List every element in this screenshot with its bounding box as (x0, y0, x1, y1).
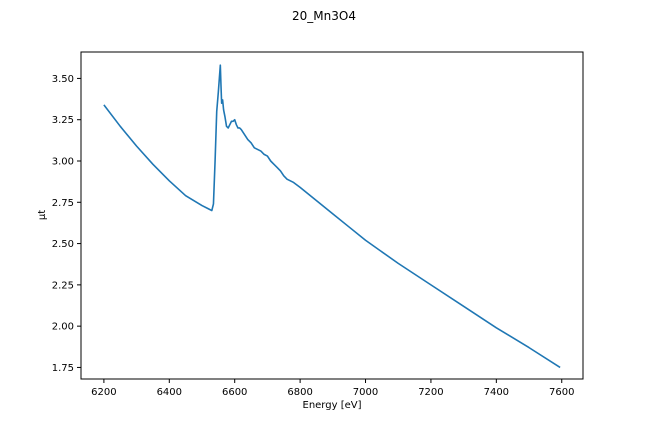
x-tick-label: 7200 (418, 387, 443, 398)
x-axis-label: Energy [eV] (303, 400, 362, 411)
x-tick-label: 6600 (222, 387, 247, 398)
x-tick-label: 7400 (484, 387, 509, 398)
x-tick-label: 7600 (549, 387, 574, 398)
y-tick-label: 2.75 (52, 198, 74, 209)
x-tick-label: 6800 (287, 387, 312, 398)
chart-title: 20_Mn3O4 (292, 9, 356, 23)
y-tick-label: 2.25 (52, 280, 74, 291)
x-tick-label: 7000 (353, 387, 378, 398)
y-axis-label: μt (37, 210, 48, 220)
y-tick-label: 3.25 (52, 115, 74, 126)
axis-ticks: 6200 6400 6600 6800 7000 7200 7400 7600 1.75 2.00… (52, 74, 575, 398)
y-tick-label: 3.50 (52, 74, 74, 85)
series-line (103, 64, 561, 369)
y-tick-label: 2.00 (52, 322, 74, 333)
plot-area (80, 51, 584, 380)
x-tick-label: 6200 (91, 387, 116, 398)
y-tick-label: 1.75 (52, 363, 74, 374)
x-tick-label: 6400 (157, 387, 182, 398)
y-tick-label: 2.50 (52, 239, 74, 250)
y-tick-label: 3.00 (52, 157, 74, 168)
